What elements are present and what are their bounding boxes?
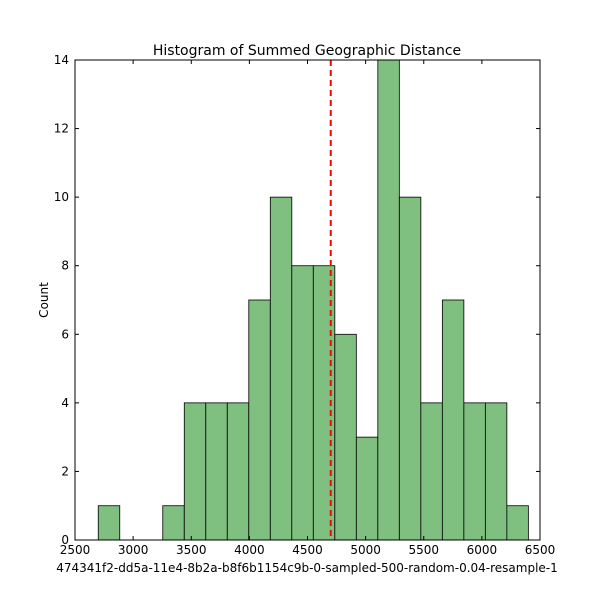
y-tick-label: 10 xyxy=(54,190,69,204)
histogram-bar xyxy=(377,59,400,541)
y-axis: 0 2 4 6 8 10 12 14 xyxy=(54,53,540,547)
histogram-bar xyxy=(183,402,207,541)
x-tick-label: 5000 xyxy=(350,543,381,557)
histogram-bar xyxy=(248,299,271,541)
histogram-bar xyxy=(97,505,121,541)
y-tick-label: 12 xyxy=(54,122,69,136)
histogram-bar xyxy=(291,265,314,541)
y-tick-label: 14 xyxy=(54,53,69,67)
histogram-bar xyxy=(269,196,293,541)
x-tick-label: 2500 xyxy=(60,543,91,557)
x-tick-label: 5500 xyxy=(408,543,439,557)
x-tick-label: 3000 xyxy=(118,543,149,557)
histogram-bar xyxy=(355,436,379,541)
histogram-bar xyxy=(506,505,529,541)
histogram-bar xyxy=(420,402,443,541)
histogram-bar xyxy=(484,402,508,541)
y-tick-label: 4 xyxy=(61,396,69,410)
chart-title: Histogram of Summed Geographic Distance xyxy=(153,43,461,59)
histogram-bar xyxy=(162,505,185,541)
x-tick-label: 4000 xyxy=(234,543,265,557)
histogram-bar xyxy=(334,333,357,541)
histogram-bar xyxy=(398,196,422,541)
y-tick-label: 2 xyxy=(61,464,69,478)
x-tick-label: 6500 xyxy=(525,543,556,557)
bars-layer xyxy=(97,59,529,541)
histogram-bar xyxy=(205,402,228,541)
y-tick-label: 0 xyxy=(61,533,69,547)
x-axis: 2500 3000 3500 4000 4500 5000 5500 6000 6500 xyxy=(60,60,556,557)
x-tick-label: 6000 xyxy=(467,543,498,557)
histogram-bar xyxy=(441,299,465,541)
y-tick-label: 6 xyxy=(61,327,69,341)
x-tick-label: 3500 xyxy=(176,543,207,557)
x-tick-label: 4500 xyxy=(292,543,323,557)
x-axis-label: 474341f2-dd5a-11e4-8b2a-b8f6b1154c9b-0-s… xyxy=(56,561,558,575)
histogram-bar xyxy=(226,402,250,541)
y-axis-label: Count xyxy=(37,282,51,318)
histogram-bar xyxy=(463,402,486,541)
y-tick-label: 8 xyxy=(61,259,69,273)
